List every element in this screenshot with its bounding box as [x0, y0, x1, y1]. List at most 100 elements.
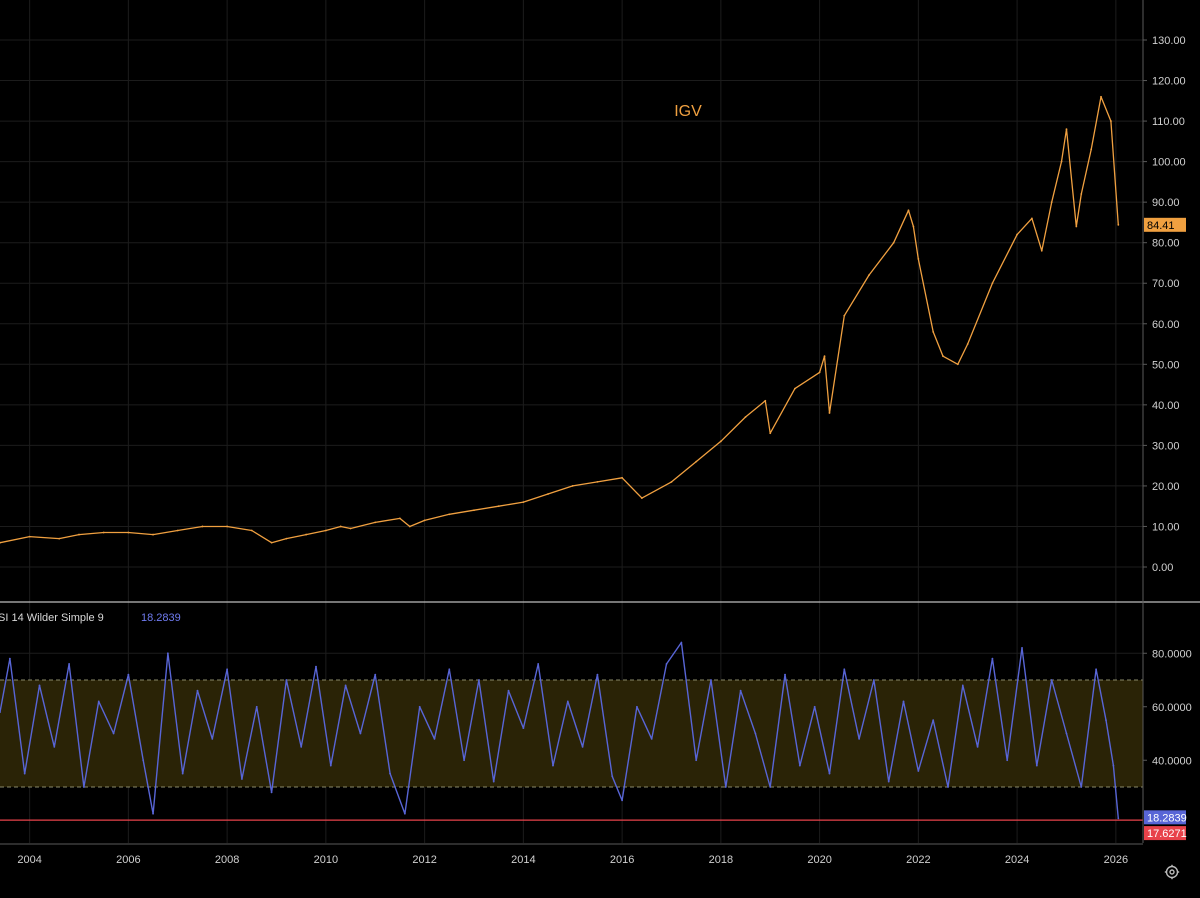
price-tick-label: 60.00 [1152, 319, 1180, 331]
gear-icon [1164, 864, 1180, 880]
price-point [828, 412, 831, 414]
price-point [621, 476, 624, 479]
price-point [58, 537, 61, 540]
rsi-point [1095, 668, 1097, 671]
rsi-tick-label: 80.0000 [1152, 648, 1192, 660]
price-point [339, 525, 342, 528]
rsi-point [566, 700, 569, 703]
indicator-label[interactable]: SI 14 Wilder Simple 9 [0, 612, 104, 624]
price-point [868, 274, 870, 277]
price-point [78, 533, 80, 536]
price-point [152, 533, 154, 536]
rsi-pane[interactable] [0, 641, 1120, 820]
rsi-point [710, 679, 712, 681]
rsi-low-value-badge-text: 17.6271 [1147, 828, 1187, 840]
price-point [1016, 233, 1018, 236]
rsi-point [932, 719, 935, 722]
rsi-point [68, 663, 71, 665]
price-point [640, 497, 643, 499]
rsi-tick-label: 60.0000 [1152, 702, 1192, 714]
price-tick-label: 50.00 [1152, 359, 1180, 371]
rsi-point [537, 663, 540, 665]
settings-button[interactable] [1160, 860, 1184, 884]
rsi-point [38, 684, 41, 687]
price-point [473, 509, 475, 512]
price-point [1040, 249, 1043, 252]
price-tick-label: 10.00 [1152, 521, 1180, 533]
price-point [408, 525, 411, 528]
rsi-point [507, 689, 510, 692]
rsi-point [285, 679, 288, 681]
price-point [571, 485, 574, 487]
rsi-point [196, 689, 199, 692]
rsi-point [226, 668, 229, 671]
price-point [349, 527, 352, 530]
price-point [250, 529, 253, 532]
rsi-point [23, 772, 26, 775]
rsi-point [621, 799, 624, 802]
price-point [596, 480, 599, 483]
price-pane[interactable] [0, 95, 1120, 544]
rsi-point [492, 780, 495, 783]
price-tick-label: 40.00 [1152, 400, 1180, 412]
rsi-point [53, 745, 56, 748]
rsi-point [1080, 786, 1083, 788]
rsi-band-fill [0, 680, 1143, 787]
price-point [1075, 225, 1078, 228]
rsi-point [650, 737, 653, 740]
price-point [1031, 217, 1033, 220]
price-last-value-badge-text: 84.41 [1147, 220, 1175, 232]
price-point [305, 533, 308, 536]
rsi-point [843, 668, 846, 671]
price-point [769, 432, 772, 435]
price-point [522, 501, 525, 504]
price-point [1117, 223, 1120, 226]
rsi-point [552, 764, 554, 767]
time-tick-label: 2010 [314, 854, 338, 866]
price-point [423, 519, 426, 522]
rsi-point [255, 705, 258, 708]
price-point [907, 209, 910, 212]
rsi-point [611, 775, 614, 778]
time-axis[interactable]: 2004 2006 2008 2010 2012 2014 2016 2018 2020 2022… [0, 843, 1143, 866]
rsi-point [976, 745, 979, 748]
time-tick-label: 2020 [807, 854, 831, 866]
rsi-point [1006, 759, 1009, 762]
price-point [912, 225, 915, 228]
rsi-point [828, 772, 831, 775]
rsi-point [581, 745, 584, 748]
rsi-point [1035, 764, 1038, 767]
price-tick-label: 80.00 [1152, 238, 1180, 250]
rsi-point [83, 786, 85, 788]
time-tick-label: 2014 [511, 854, 535, 866]
price-point [448, 513, 451, 516]
price-point [917, 258, 920, 260]
rsi-point [961, 684, 964, 687]
rsi-point [181, 772, 184, 775]
rsi-point [329, 764, 332, 767]
rsi-point [127, 673, 130, 676]
price-point [399, 517, 401, 520]
price-axis[interactable]: 0.00 10.00 20.00 30.00 40.00 50.00 60.00 70.00 8… [1142, 0, 1192, 843]
rsi-point [680, 641, 683, 644]
rsi-point [418, 705, 421, 708]
price-point [270, 541, 273, 544]
rsi-point [403, 812, 406, 815]
rsi-point [374, 673, 377, 676]
price-point [956, 363, 959, 366]
price-point [1090, 148, 1093, 151]
rsi-point [769, 786, 772, 788]
rsi-point [887, 780, 890, 783]
rsi-point [522, 727, 525, 730]
price-point [1065, 128, 1068, 131]
rsi-point [389, 772, 391, 775]
price-tick-label: 30.00 [1152, 440, 1180, 452]
rsi-tick-label: 40.0000 [1152, 755, 1192, 767]
price-point [823, 355, 826, 358]
price-point [1080, 193, 1083, 195]
price-point [201, 525, 204, 528]
price-point [744, 416, 747, 418]
price-point [324, 529, 327, 532]
rsi-point [813, 705, 816, 708]
